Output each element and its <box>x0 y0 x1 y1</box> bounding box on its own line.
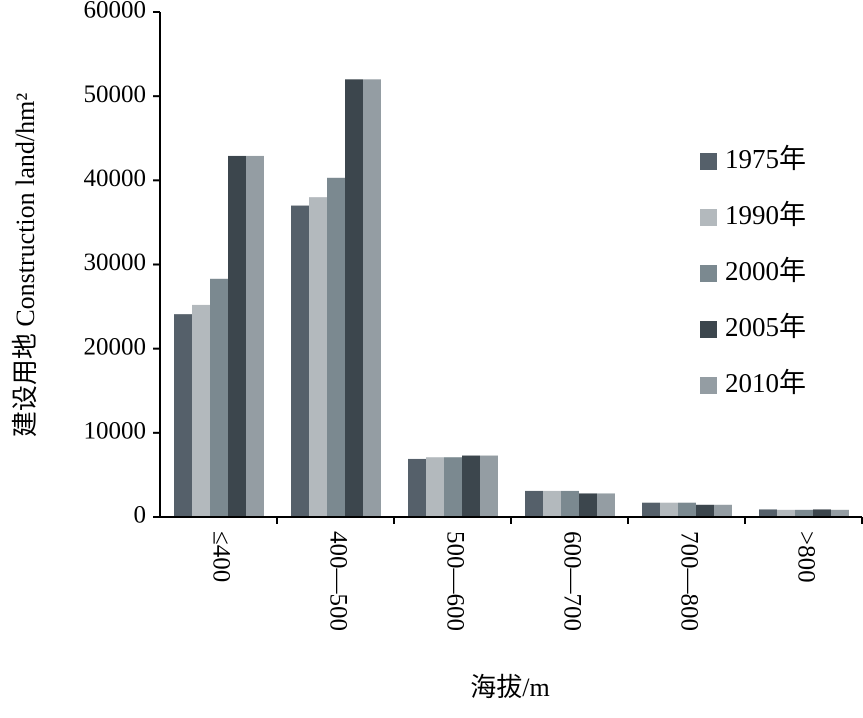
x-axis-label: 海拔/m <box>470 673 549 702</box>
bar <box>408 458 426 517</box>
x-tick-label: 600—700 <box>558 531 585 631</box>
y-tick-label: 40000 <box>84 165 147 192</box>
y-tick-label: 10000 <box>84 418 147 445</box>
y-axis-ticks: 0 10000 20000 30000 40000 50000 60000 <box>84 0 160 529</box>
bar <box>759 509 777 517</box>
y-axis-label: 建设用地 Construction land/hm² <box>11 93 40 438</box>
bar <box>309 197 327 517</box>
legend-swatch <box>700 321 717 338</box>
bar <box>696 504 714 517</box>
x-tick-label: 500—600 <box>441 531 468 631</box>
bar <box>345 79 363 517</box>
bar <box>228 155 246 518</box>
bar <box>363 79 381 517</box>
x-tick-label: >800 <box>792 531 819 583</box>
bar <box>813 509 831 517</box>
x-tick-label: 400—500 <box>324 531 351 631</box>
legend-label: 1990年 <box>725 200 806 230</box>
x-axis-ticks: ≤400 400—500 500—600 600—700 700—800 >800 <box>207 517 863 631</box>
bar <box>246 155 264 518</box>
legend-label: 2005年 <box>725 312 806 342</box>
legend-swatch <box>700 209 717 226</box>
legend-swatch <box>700 265 717 282</box>
legend: 1975年 1990年 2000年 2005年 2010年 <box>700 144 806 398</box>
bar <box>561 490 579 517</box>
legend-swatch <box>700 377 717 394</box>
x-tick-label: ≤400 <box>207 531 234 582</box>
bar <box>426 457 444 517</box>
y-tick-label: 30000 <box>84 249 147 276</box>
y-tick-label: 60000 <box>84 0 147 24</box>
bar <box>678 502 696 517</box>
legend-label: 2000年 <box>725 256 806 286</box>
bar <box>462 455 480 517</box>
legend-swatch <box>700 153 717 170</box>
legend-label: 2010年 <box>725 368 806 398</box>
bar <box>480 455 498 517</box>
bar <box>795 509 813 517</box>
bar <box>777 509 795 517</box>
legend-label: 1975年 <box>725 144 806 174</box>
bar <box>444 457 462 517</box>
bar <box>192 304 210 517</box>
bar <box>291 205 309 518</box>
bar <box>174 314 192 517</box>
bar <box>831 509 849 517</box>
bar <box>579 493 597 517</box>
bar <box>660 502 678 517</box>
bars-layer <box>174 79 849 518</box>
bar <box>327 177 345 517</box>
bar <box>543 490 561 517</box>
bar <box>642 502 660 517</box>
bar <box>597 493 615 517</box>
y-tick-label: 20000 <box>84 333 147 360</box>
x-tick-label: 700—800 <box>675 531 702 631</box>
bar <box>525 490 543 517</box>
y-tick-label: 50000 <box>84 81 147 108</box>
bar <box>714 504 732 517</box>
bar <box>210 278 228 517</box>
y-tick-label: 0 <box>134 502 147 529</box>
